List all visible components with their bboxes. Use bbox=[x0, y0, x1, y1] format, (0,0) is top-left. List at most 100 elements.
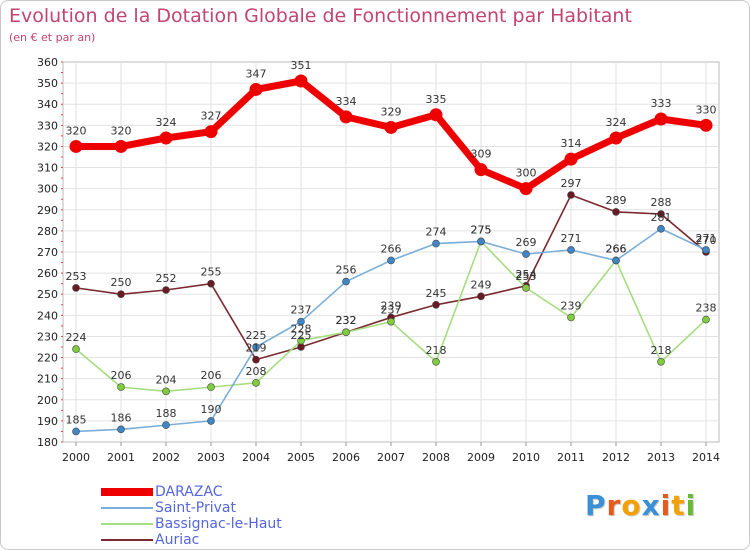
x-tick-label: 2007 bbox=[377, 451, 405, 464]
logo-letter: i bbox=[685, 489, 697, 522]
data-label: 270 bbox=[696, 234, 717, 247]
data-label: 300 bbox=[516, 167, 537, 180]
y-tick-label: 280 bbox=[37, 225, 58, 238]
data-point bbox=[567, 246, 575, 254]
data-label: 219 bbox=[246, 342, 267, 355]
data-label: 185 bbox=[66, 413, 87, 426]
logo-letter: i bbox=[660, 489, 672, 522]
data-point bbox=[294, 74, 308, 88]
data-label: 225 bbox=[246, 329, 267, 342]
data-label: 245 bbox=[426, 287, 447, 300]
legend-swatch-saint-privat bbox=[101, 507, 153, 509]
x-tick-label: 2012 bbox=[602, 451, 630, 464]
data-point bbox=[117, 290, 125, 299]
data-point bbox=[429, 108, 443, 122]
data-point bbox=[207, 279, 215, 288]
data-label: 334 bbox=[336, 95, 357, 108]
data-point bbox=[522, 284, 530, 292]
y-tick-label: 360 bbox=[37, 56, 58, 69]
y-tick-label: 210 bbox=[37, 373, 58, 386]
legend-label-auriac: Auriac bbox=[155, 532, 200, 548]
data-label: 275 bbox=[471, 223, 492, 236]
data-label: 324 bbox=[606, 116, 627, 129]
data-point bbox=[387, 317, 395, 326]
data-label: 347 bbox=[246, 67, 267, 80]
y-tick-label: 260 bbox=[37, 267, 58, 280]
data-label: 208 bbox=[246, 365, 267, 378]
x-tick-label: 2008 bbox=[422, 451, 450, 464]
y-tick-label: 340 bbox=[37, 98, 58, 111]
data-label: 309 bbox=[471, 148, 492, 161]
data-label: 351 bbox=[291, 59, 312, 72]
data-label: 225 bbox=[291, 329, 312, 342]
x-tick-label: 2009 bbox=[467, 451, 495, 464]
data-point bbox=[252, 379, 260, 387]
data-label: 232 bbox=[336, 314, 357, 327]
data-point bbox=[162, 286, 170, 294]
data-label: 333 bbox=[651, 97, 672, 110]
data-point bbox=[657, 210, 665, 218]
logo-letter: x bbox=[641, 489, 661, 522]
x-tick-label: 2014 bbox=[692, 451, 720, 464]
data-point bbox=[474, 163, 488, 177]
y-tick-label: 320 bbox=[37, 140, 58, 153]
data-point bbox=[114, 139, 128, 153]
data-label: 330 bbox=[696, 103, 717, 116]
legend-label-saint-privat: Saint-Privat bbox=[155, 500, 236, 516]
y-tick-label: 180 bbox=[37, 436, 58, 449]
data-point bbox=[609, 131, 623, 145]
data-point bbox=[117, 383, 125, 391]
data-label: 224 bbox=[66, 331, 87, 344]
data-point bbox=[702, 315, 710, 324]
y-tick-label: 240 bbox=[37, 309, 58, 322]
data-point bbox=[657, 357, 665, 366]
data-point bbox=[297, 317, 305, 326]
chart-title: Evolution de la Dotation Globale de Fonc… bbox=[9, 5, 632, 27]
data-label: 271 bbox=[561, 232, 582, 245]
legend-label-bassignac-le-haut: Bassignac-le-Haut bbox=[155, 516, 282, 532]
data-point bbox=[252, 355, 260, 364]
y-tick-label: 190 bbox=[37, 415, 58, 428]
data-point bbox=[342, 328, 350, 337]
legend-label-darazac: DARAZAC bbox=[155, 484, 223, 500]
data-point bbox=[387, 256, 395, 265]
data-point bbox=[69, 139, 83, 153]
data-point bbox=[612, 208, 620, 216]
data-label: 266 bbox=[606, 242, 627, 255]
y-tick-label: 300 bbox=[37, 183, 58, 196]
data-point bbox=[207, 383, 215, 391]
x-tick-label: 2006 bbox=[332, 451, 360, 464]
data-label: 314 bbox=[561, 137, 582, 150]
data-label: 253 bbox=[516, 270, 537, 283]
data-label: 320 bbox=[66, 124, 87, 137]
data-point bbox=[564, 152, 578, 166]
x-tick-label: 2013 bbox=[647, 451, 675, 464]
logo-letter: r bbox=[606, 489, 622, 522]
y-tick-label: 250 bbox=[37, 288, 58, 301]
data-label: 238 bbox=[696, 302, 717, 315]
y-tick-label: 290 bbox=[37, 204, 58, 217]
data-point bbox=[657, 224, 665, 233]
data-point bbox=[72, 345, 80, 353]
data-label: 256 bbox=[336, 264, 357, 277]
x-tick-label: 2004 bbox=[242, 451, 270, 464]
data-point bbox=[297, 343, 305, 351]
data-point bbox=[654, 112, 668, 126]
logo-letter: t bbox=[671, 489, 686, 522]
data-point bbox=[477, 237, 485, 246]
data-point bbox=[162, 421, 170, 429]
data-label: 253 bbox=[66, 270, 87, 283]
data-label: 186 bbox=[111, 411, 132, 424]
data-point bbox=[432, 239, 440, 248]
data-point bbox=[702, 246, 710, 254]
data-point bbox=[612, 256, 620, 265]
data-point bbox=[567, 191, 575, 199]
data-point bbox=[567, 313, 575, 322]
x-tick-label: 2005 bbox=[287, 451, 315, 464]
x-tick-label: 2000 bbox=[62, 451, 90, 464]
y-tick-label: 330 bbox=[37, 119, 58, 132]
data-label: 249 bbox=[471, 278, 492, 291]
x-tick-label: 2011 bbox=[557, 451, 585, 464]
data-label: 329 bbox=[381, 105, 402, 118]
